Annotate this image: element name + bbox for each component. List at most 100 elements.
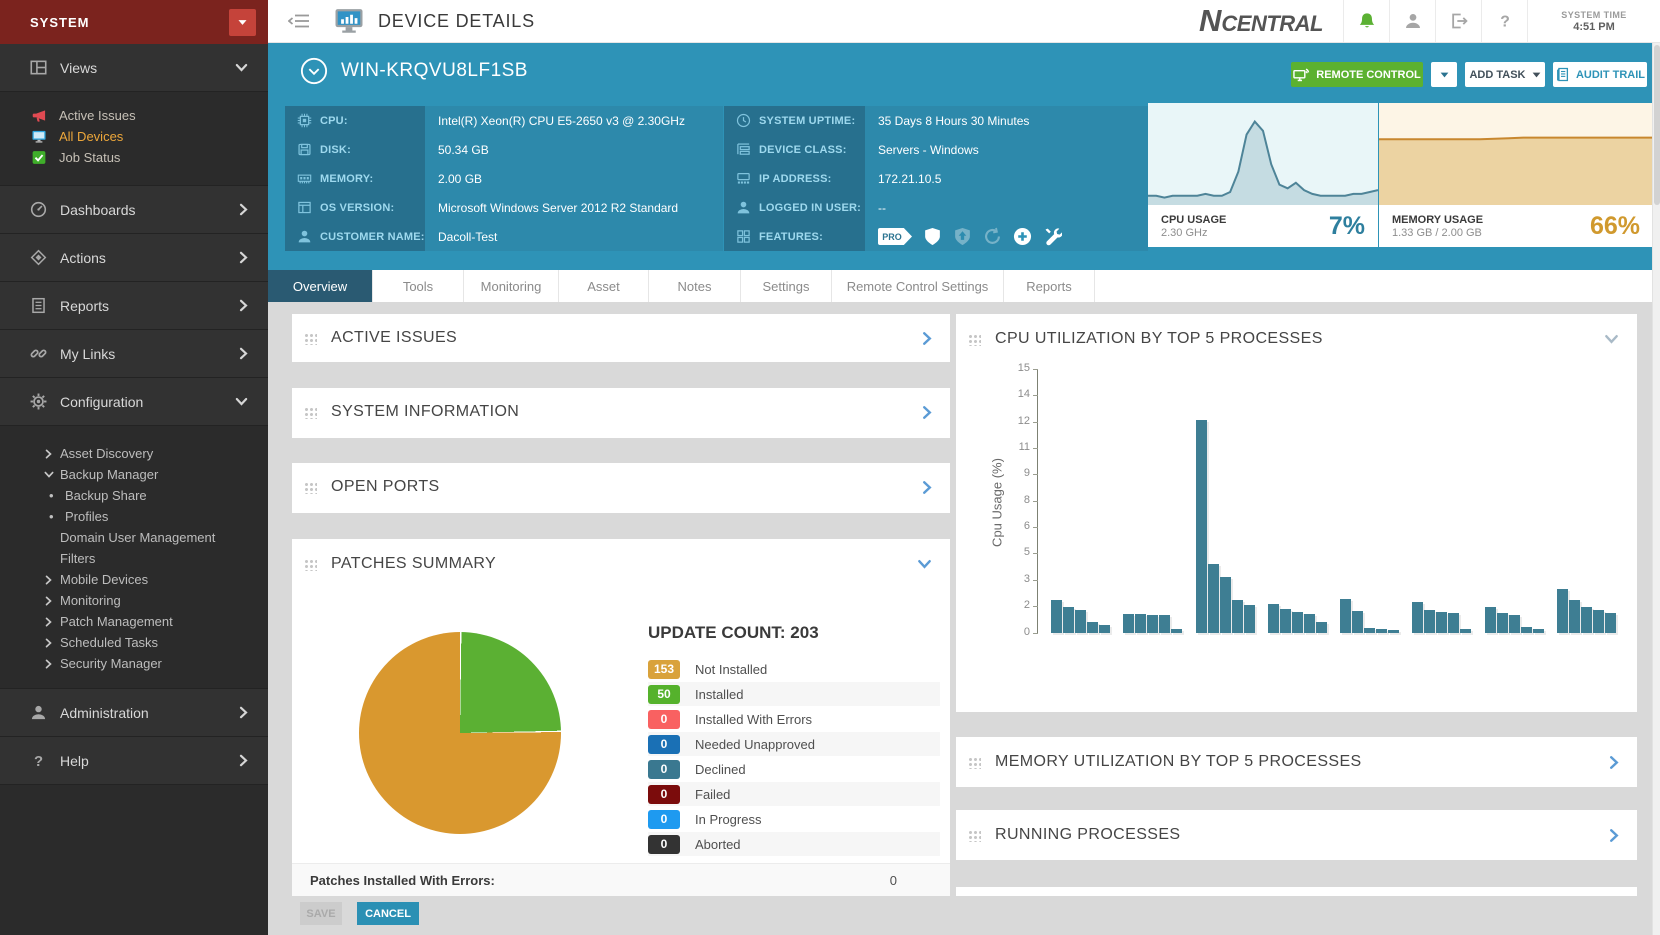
sidebar-item-my-links[interactable]: My Links [0,330,268,378]
bell-icon [1358,12,1376,30]
sidebar-item-monitoring[interactable]: Monitoring [0,590,268,611]
sidebar-item-filters[interactable]: Filters [0,548,268,569]
memory-utilization-header[interactable]: MEMORY UTILIZATION BY TOP 5 PROCESSES [956,737,1637,787]
sidebar-item-label: All Devices [59,129,124,144]
chevron-down-icon[interactable] [1604,334,1619,344]
chevron-right-icon[interactable] [922,480,932,495]
bar [1195,420,1207,633]
sidebar-item-label: Dashboards [60,201,136,218]
topbar-slot-user-icon[interactable] [1389,0,1435,42]
cpu-utilization-header[interactable]: CPU UTILIZATION BY TOP 5 PROCESSES [956,314,1637,364]
sidebar-item-views[interactable]: Views [0,44,268,92]
bar [1424,610,1436,633]
drag-handle-icon[interactable] [304,331,317,345]
legend-row: 153 Not Installed [648,657,940,681]
sidebar-item-active-issues[interactable]: Active Issues [0,105,268,126]
topbar-slot-bell-icon[interactable] [1343,0,1389,42]
tab-asset[interactable]: Asset [559,270,649,302]
tab-settings[interactable]: Settings [741,270,832,302]
chevron-right-icon[interactable] [1609,828,1619,843]
chev-right-icon [239,203,248,216]
legend-label: In Progress [695,811,762,827]
sidebar-item-asset-discovery[interactable]: Asset Discovery [0,443,268,464]
sidebar-item-patch-management[interactable]: Patch Management [0,611,268,632]
topbar-slot-help-icon[interactable]: ? [1481,0,1527,42]
memory-usage-card: MEMORY USAGE 1.33 GB / 2.00 GB 66% [1379,103,1653,247]
sidebar-item-domain-user-management[interactable]: Domain User Management [0,527,268,548]
scrollbar-thumb[interactable] [1654,45,1660,205]
sidebar-item-job-status[interactable]: Job Status [0,147,268,168]
running-processes-header[interactable]: RUNNING PROCESSES [956,810,1637,860]
save-button[interactable]: SAVE [300,902,342,925]
bar [1123,614,1135,633]
sidebar-item-label: Reports [60,297,110,314]
panel-title: MEMORY UTILIZATION BY TOP 5 PROCESSES [995,753,1362,770]
sidebar-item-all-devices[interactable]: All Devices [0,126,268,147]
sidebar-item-scheduled-tasks[interactable]: Scheduled Tasks [0,632,268,653]
add-task-button[interactable]: ADD TASK [1465,62,1545,87]
open-ports-header[interactable]: OPEN PORTS [292,463,950,511]
bar [1412,602,1424,633]
tab-monitoring[interactable]: Monitoring [464,270,559,302]
tab-tools[interactable]: Tools [373,270,464,302]
info-label: DISK: [285,135,425,164]
sidebar-item-backup-manager[interactable]: Backup Manager [0,464,268,485]
diamond-icon [30,249,47,266]
bar [1496,613,1508,633]
drag-handle-icon[interactable] [304,480,317,494]
chevron-right-icon[interactable] [922,331,932,346]
tab-notes[interactable]: Notes [649,270,741,302]
sidebar-item-configuration[interactable]: Configuration [0,378,268,426]
sidebar-item-security-manager[interactable]: Security Manager [0,653,268,674]
drag-handle-icon[interactable] [968,828,981,842]
chevron-right-icon[interactable] [1609,755,1619,770]
sidebar-item-dashboards[interactable]: Dashboards [0,186,268,234]
chevron-down-icon[interactable] [917,559,932,569]
info-value: Microsoft Windows Server 2012 R2 Standar… [425,193,723,222]
device-collapse-icon[interactable] [300,57,328,85]
sidebar-item-mobile-devices[interactable]: Mobile Devices [0,569,268,590]
info-value: 2.00 GB [425,164,723,193]
megaphone-icon [31,108,47,123]
drag-handle-icon[interactable] [304,405,317,419]
y-axis-tick: 15 [992,362,1038,374]
topbar-slot-signout-icon[interactable] [1435,0,1481,42]
sidebar-item-help[interactable]: ? Help [0,737,268,785]
sidebar-section-reports: Reports [0,282,268,330]
legend-label: Installed With Errors [695,711,813,727]
drag-handle-icon[interactable] [304,557,317,571]
chevron-right-icon[interactable] [922,405,932,420]
system-information-header[interactable]: SYSTEM INFORMATION [292,388,950,436]
system-time: SYSTEM TIME 4:51 PM [1527,0,1660,42]
org-caret-icon[interactable] [229,8,256,36]
active-issues-header[interactable]: ACTIVE ISSUES [292,314,950,362]
info-label-text: IP ADDRESS: [759,172,832,185]
bar [1376,629,1388,633]
info-label-text: FEATURES: [759,230,823,243]
info-value-text: Intel(R) Xeon(R) CPU E5-2650 v3 @ 2.30GH… [438,113,685,128]
remote-control-button[interactable]: REMOTE CONTROL [1291,62,1423,87]
sidebar-item-reports[interactable]: Reports [0,282,268,330]
audit-trail-button[interactable]: AUDIT TRAIL [1553,62,1647,87]
collapse-menu-icon[interactable] [288,13,310,29]
sidebar-item-label: Patch Management [60,614,173,629]
cancel-button[interactable]: CANCEL [357,902,419,925]
patches-footer: Patches Installed With Errors: 0 [292,863,950,896]
tab-overview[interactable]: Overview [268,270,373,302]
tab-reports[interactable]: Reports [1004,270,1095,302]
remote-control-dropdown-button[interactable] [1431,62,1457,87]
sidebar-item-administration[interactable]: Administration [0,689,268,737]
patches-summary-header[interactable]: PATCHES SUMMARY [292,539,950,589]
tab-remote-control-settings[interactable]: Remote Control Settings [832,270,1004,302]
org-selector[interactable]: SYSTEM [0,0,268,44]
drag-handle-icon[interactable] [968,332,981,346]
sidebar-item-profiles[interactable]: • Profiles [0,506,268,527]
drag-handle-icon[interactable] [968,755,981,769]
info-value: Dacoll-Test [425,222,723,251]
device-title-row: WIN-KRQVU8LF1SB [300,56,528,86]
caret-down-icon [1440,72,1449,78]
ip-icon [736,171,751,186]
sidebar-item-actions[interactable]: Actions [0,234,268,282]
sidebar-item-backup-share[interactable]: • Backup Share [0,485,268,506]
scrollbar[interactable] [1652,43,1660,935]
